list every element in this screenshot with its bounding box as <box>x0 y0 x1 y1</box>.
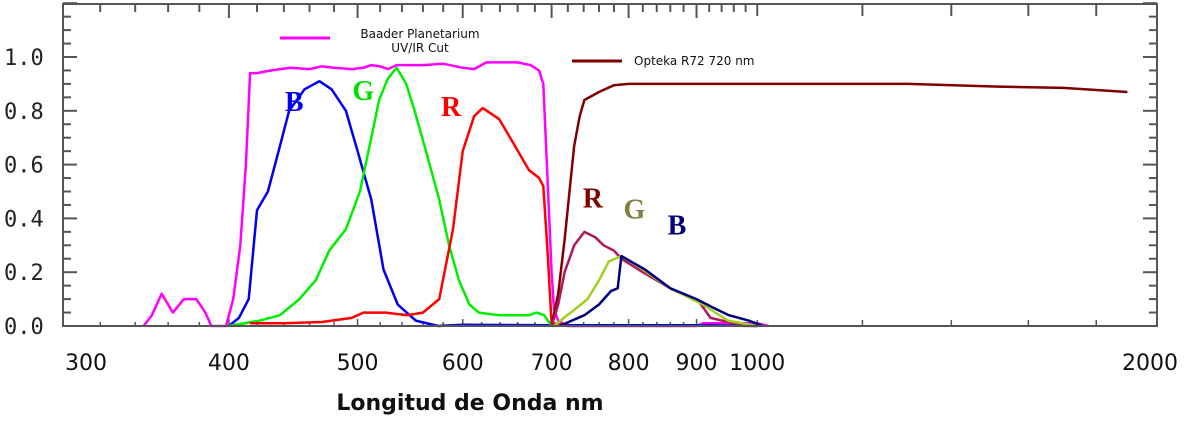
legend: Baader Planetarium UV/IR Cut Opteka R72 … <box>280 27 755 68</box>
y-tick-label: 0.8 <box>4 100 44 125</box>
legend-label-baader-2: UV/IR Cut <box>391 41 449 55</box>
axis-ticks <box>63 2 1157 327</box>
y-tick-label: 0.0 <box>4 315 44 340</box>
annotation-b: B <box>668 211 687 242</box>
y-tick-label: 0.6 <box>4 154 44 179</box>
x-tick-label: 400 <box>208 351 250 376</box>
x-tick-label: 500 <box>337 351 379 376</box>
x-tick-labels: 300 400 500 600 700 800 900 1000 2000 <box>65 351 1178 376</box>
series-line-g-ir- <box>553 254 758 328</box>
y-tick-labels: 0.0 0.2 0.4 0.6 0.8 1.0 <box>4 46 44 340</box>
series-line-opteka-r72-720-nm <box>550 82 1128 327</box>
annotation-r: R <box>583 184 604 215</box>
x-tick-label: 600 <box>442 351 484 376</box>
series-line-b-ir- <box>559 254 764 328</box>
x-tick-label: 300 <box>65 351 107 376</box>
annotation-b: B <box>285 87 304 118</box>
series-line-r <box>250 106 569 326</box>
series-line-g <box>228 66 553 328</box>
x-tick-label: 1000 <box>729 351 785 376</box>
annotation-g: G <box>623 194 645 225</box>
y-tick-label: 1.0 <box>4 46 44 71</box>
y-tick-label: 0.2 <box>4 261 44 286</box>
plot-frame <box>62 3 1158 327</box>
x-tick-label: 900 <box>676 351 718 376</box>
y-tick-label: 0.4 <box>4 207 44 232</box>
legend-label-opteka: Opteka R72 720 nm <box>634 54 755 68</box>
x-tick-label: 800 <box>608 351 650 376</box>
series-line-r-ir- <box>550 230 758 328</box>
annotation-r: R <box>441 92 462 123</box>
x-axis-label: Longitud de Onda nm <box>336 391 603 416</box>
annotations: B GRR GB <box>285 76 687 242</box>
x-tick-label: 700 <box>531 351 573 376</box>
annotation-g: G <box>352 76 374 107</box>
legend-label-baader-1: Baader Planetarium <box>360 27 479 41</box>
x-tick-label: 2000 <box>1122 351 1178 376</box>
